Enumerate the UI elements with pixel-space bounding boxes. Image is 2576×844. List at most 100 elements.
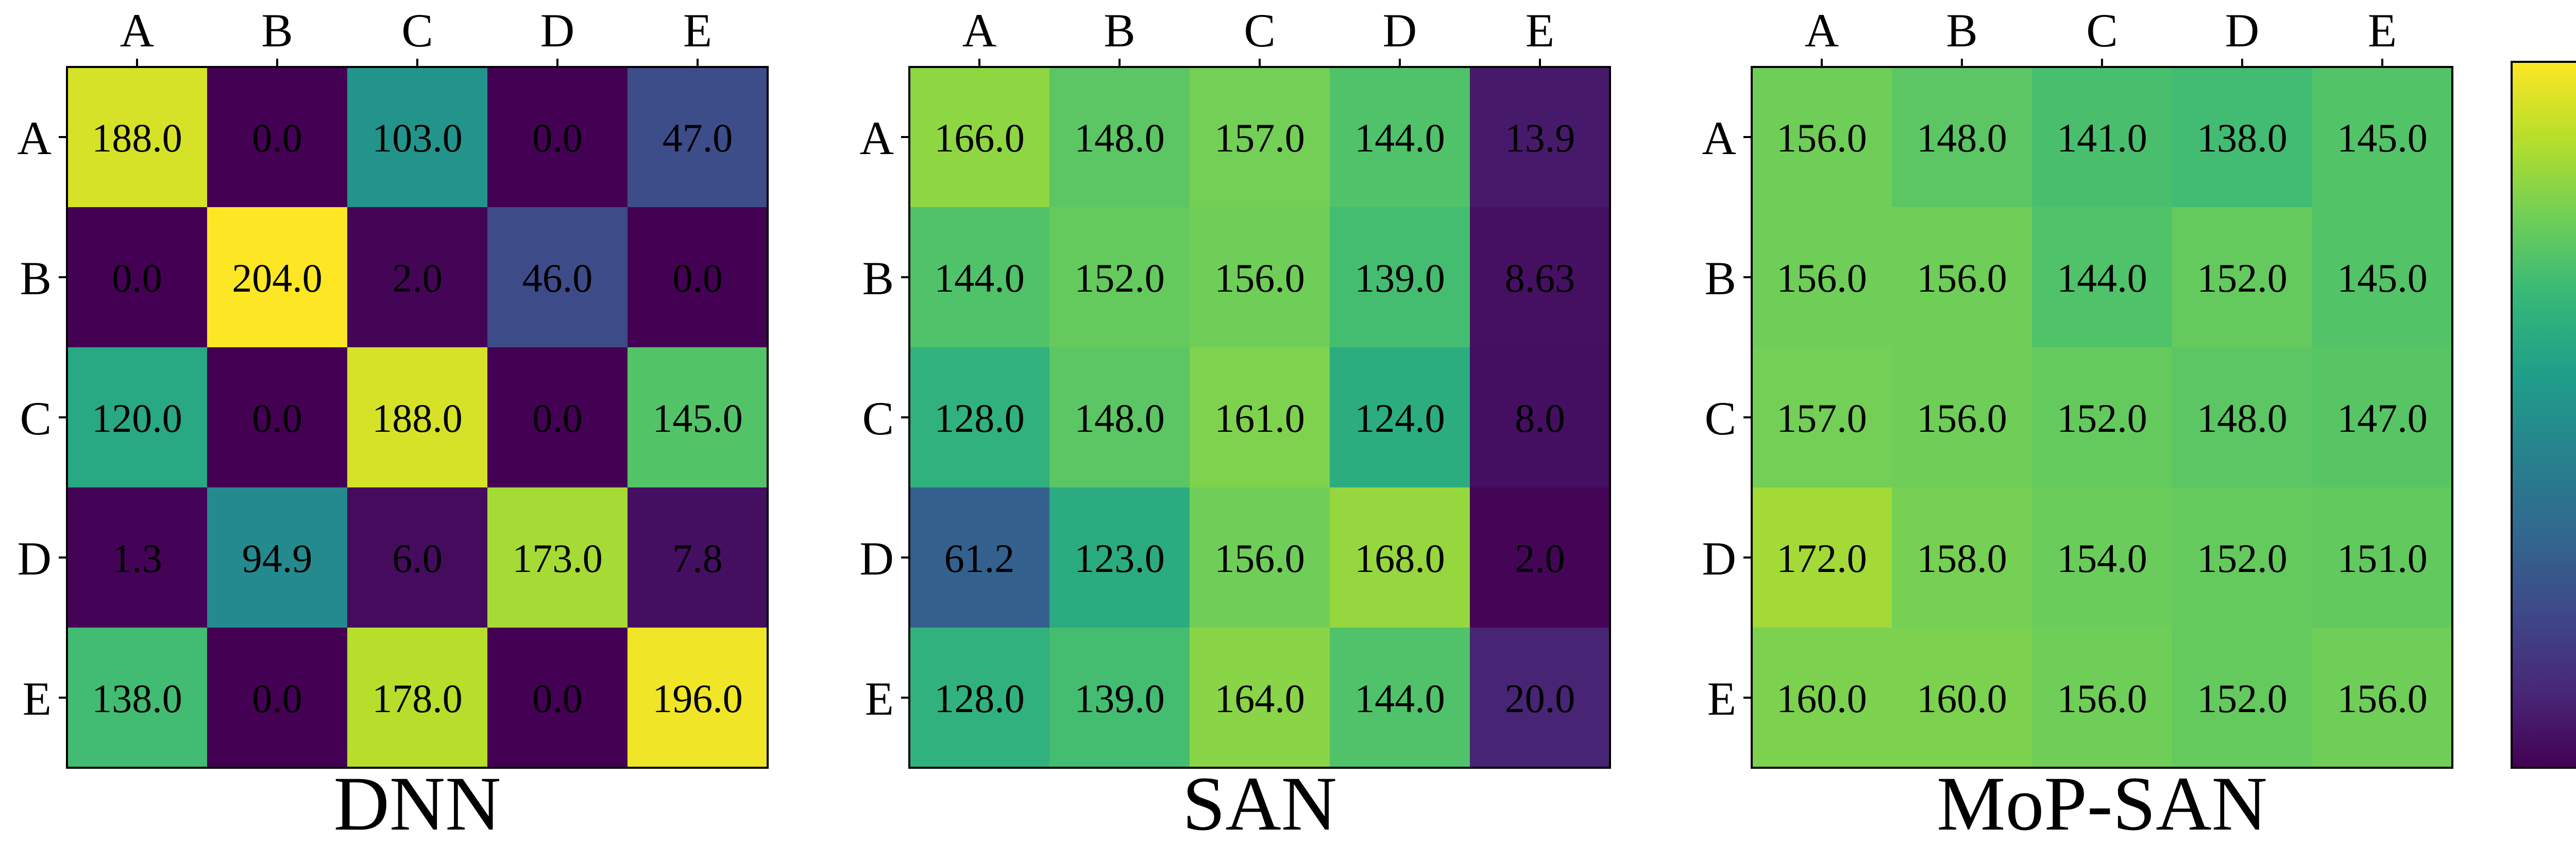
cell-value-label: 2.0	[392, 256, 443, 300]
y-tick-label: E	[23, 672, 52, 725]
x-tick-label: D	[540, 4, 574, 57]
cell-value-label: 141.0	[2057, 115, 2147, 160]
cell-value-label: 196.0	[652, 676, 743, 721]
cell-value-label: 139.0	[1354, 256, 1445, 300]
panel-title: MoP-SAN	[1937, 761, 2267, 841]
cell-value-label: 161.0	[1214, 396, 1305, 441]
cell-value-label: 145.0	[2337, 256, 2428, 300]
heatmap-cell	[1049, 347, 1190, 487]
cell-value-label: 156.0	[1214, 256, 1305, 300]
x-tick-label: E	[1526, 4, 1554, 57]
heatmap-cell	[207, 628, 347, 768]
cell-value-label: 156.0	[1917, 396, 2007, 441]
heatmap-cell	[909, 628, 1049, 768]
heatmap-cell	[1190, 628, 1330, 768]
heatmap-cell	[909, 487, 1049, 628]
cell-value-label: 139.0	[1074, 676, 1165, 721]
cell-value-label: 151.0	[2337, 536, 2428, 581]
heatmap-cell	[1049, 207, 1190, 347]
cell-value-label: 120.0	[92, 396, 182, 441]
colorbar: 0255075100125150175200	[2511, 61, 2576, 769]
heatmap-cell	[1190, 487, 1330, 628]
heatmap-cell	[1752, 207, 1892, 347]
heatmap-cell	[2312, 67, 2452, 207]
heatmap-cell	[628, 628, 768, 768]
heatmap-cell	[2312, 628, 2452, 768]
cell-value-label: 47.0	[663, 115, 733, 160]
cell-value-label: 164.0	[1214, 676, 1305, 721]
heatmap-cell	[487, 207, 628, 347]
y-tick-label: B	[862, 252, 894, 305]
heatmap-cell	[1049, 487, 1190, 628]
cell-value-label: 168.0	[1354, 536, 1445, 581]
heatmap-cell	[1752, 487, 1892, 628]
heatmap-cell	[487, 347, 628, 487]
cell-value-label: 2.0	[1515, 536, 1565, 581]
heatmap-cell	[2172, 347, 2312, 487]
heatmap-cell	[628, 67, 768, 207]
cell-value-label: 20.0	[1505, 676, 1575, 721]
x-tick-label: C	[401, 4, 433, 57]
heatmap-cell	[347, 628, 487, 768]
cell-value-label: 156.0	[1776, 256, 1867, 300]
cell-value-label: 178.0	[372, 676, 463, 721]
panel-title: SAN	[1182, 761, 1337, 841]
y-tick-label: D	[18, 532, 52, 585]
heatmap-cell	[2312, 347, 2452, 487]
y-tick-label: B	[1705, 252, 1736, 305]
cell-value-label: 156.0	[1214, 536, 1305, 581]
heatmap-cell	[2032, 207, 2172, 347]
y-tick-label: C	[20, 392, 52, 445]
heatmap-cell	[1892, 67, 2032, 207]
heatmap-cell	[1892, 487, 2032, 628]
cell-value-label: 173.0	[512, 536, 603, 581]
cell-value-label: 157.0	[1776, 396, 1867, 441]
x-tick-label: C	[2086, 4, 2117, 57]
cell-value-label: 152.0	[2197, 676, 2287, 721]
x-tick-label: B	[1946, 4, 1977, 57]
cell-value-label: 204.0	[232, 256, 323, 300]
cell-value-label: 172.0	[1776, 536, 1867, 581]
x-tick-label: C	[1244, 4, 1275, 57]
heatmap-cell	[67, 207, 207, 347]
heatmap-cell	[1892, 628, 2032, 768]
x-tick-label: E	[2368, 4, 2397, 57]
x-tick-label: A	[120, 4, 154, 57]
y-tick-label: A	[1702, 112, 1736, 164]
cell-value-label: 0.0	[252, 115, 302, 160]
heatmap-cell	[67, 347, 207, 487]
heatmap-cell	[1470, 207, 1610, 347]
heatmap-cell	[347, 207, 487, 347]
cell-value-label: 8.0	[1515, 396, 1565, 441]
heatmap-cell	[1892, 207, 2032, 347]
cell-value-label: 138.0	[2197, 115, 2287, 160]
heatmap-panel-san: 166.0 148.0 157.0 144.0 13.9 144.0 152.0 156.0 1…	[860, 4, 1611, 844]
cell-value-label: 152.0	[2057, 396, 2147, 441]
heatmap-cell	[1470, 628, 1610, 768]
cell-value-label: 157.0	[1214, 115, 1305, 160]
heatmap-cell	[207, 67, 347, 207]
heatmap-cell	[2172, 207, 2312, 347]
cell-value-label: 145.0	[652, 396, 743, 441]
y-tick-label: A	[860, 112, 894, 164]
heatmap-cell	[1330, 628, 1470, 768]
cell-value-label: 144.0	[934, 256, 1025, 300]
heatmap-cell	[2172, 628, 2312, 768]
heatmap-cell	[1190, 347, 1330, 487]
heatmap-cell	[2312, 207, 2452, 347]
cell-value-label: 166.0	[934, 115, 1025, 160]
cell-value-label: 147.0	[2337, 396, 2428, 441]
cell-value-label: 160.0	[1917, 676, 2007, 721]
y-tick-label: D	[1702, 532, 1736, 585]
cell-value-label: 154.0	[2057, 536, 2147, 581]
cell-value-label: 94.9	[242, 536, 313, 581]
heatmap-cell	[347, 347, 487, 487]
cell-value-label: 0.0	[532, 115, 583, 160]
heatmap-cell	[2172, 67, 2312, 207]
heatmap-cell	[1330, 347, 1470, 487]
heatmap-cell	[1049, 67, 1190, 207]
heatmap-cell	[207, 487, 347, 628]
heatmap-cell	[2032, 347, 2172, 487]
